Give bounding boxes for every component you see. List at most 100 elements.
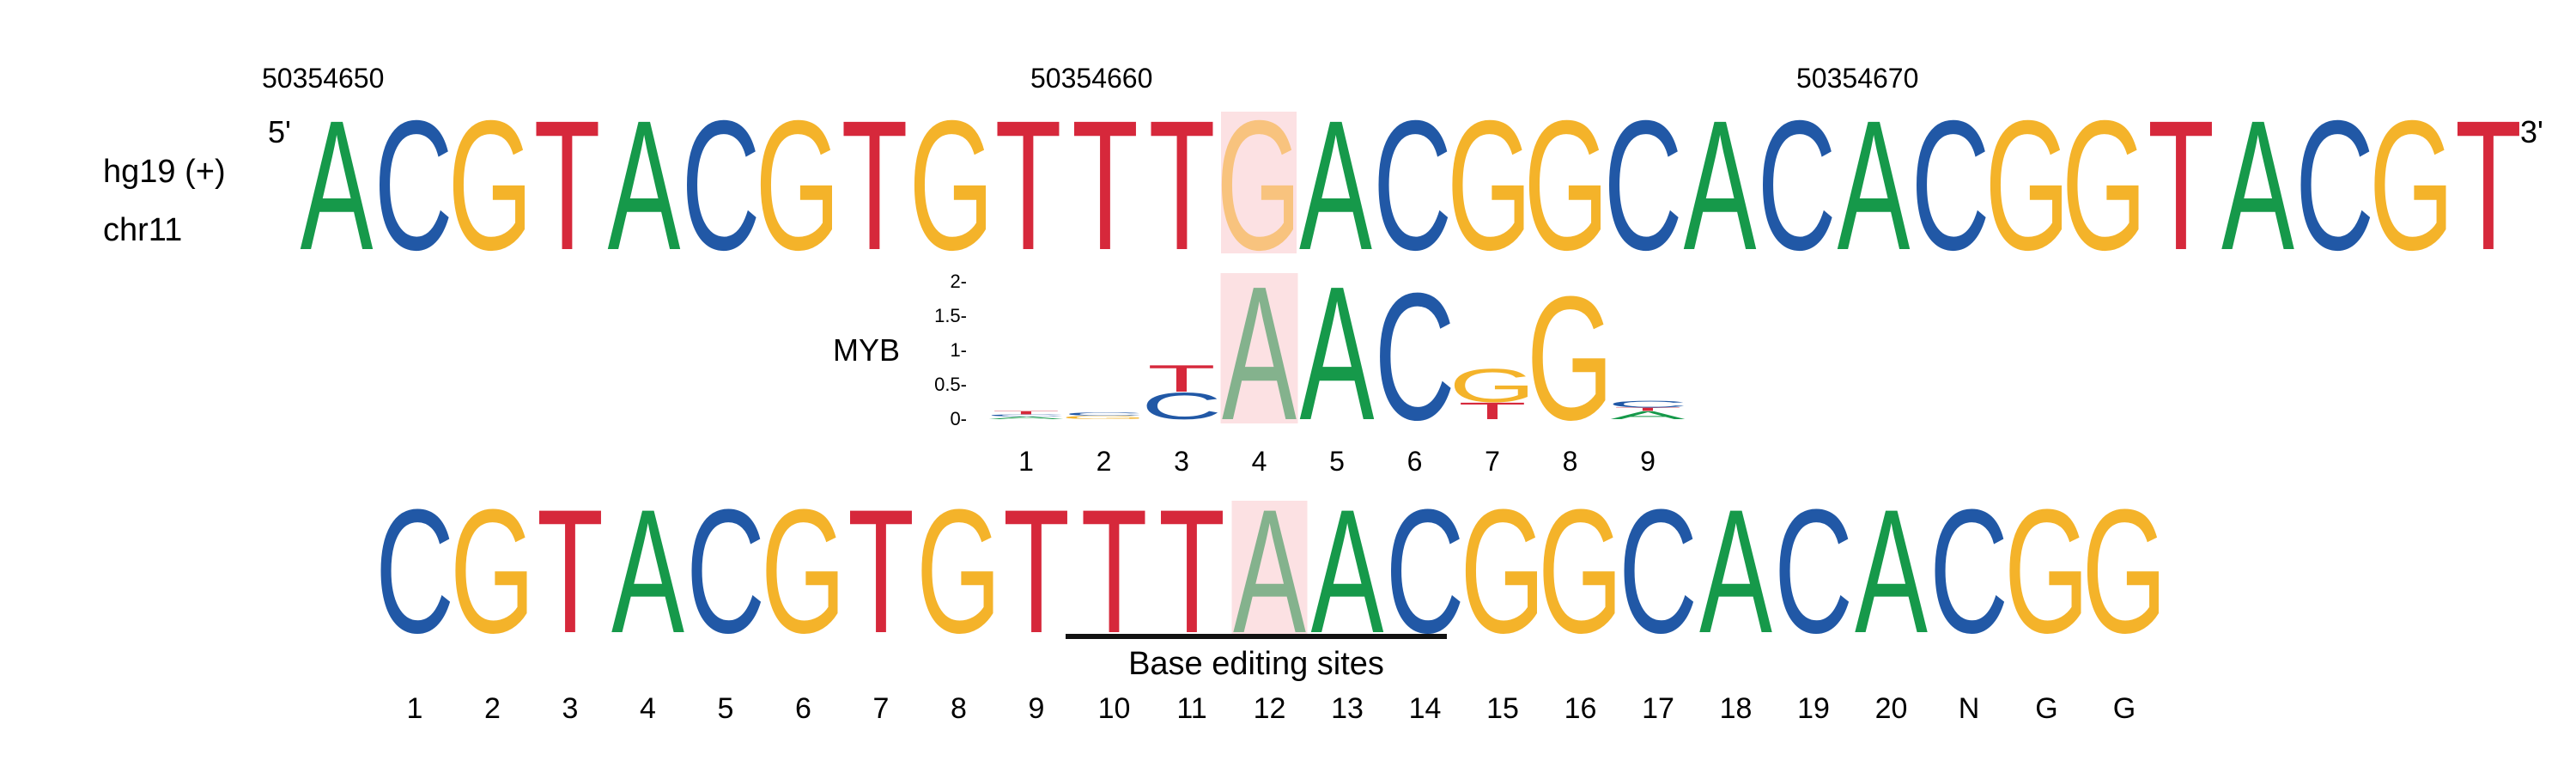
guide-position-labels: 1 2 3 4 5 6 7 8 9 10 11 12 13 14 15 16 17 18 19 20 N G G [407, 692, 2136, 725]
motif-position: 3 [1174, 446, 1189, 477]
reference-base: C [1758, 82, 1837, 289]
reference-base: A [1684, 82, 1757, 289]
guide-base: G [1461, 473, 1546, 671]
guide-base: A [1311, 473, 1384, 671]
reference-base: G [1985, 82, 2070, 289]
guide-base: C [375, 473, 454, 671]
guide-position: 20 [1875, 692, 1908, 725]
guide-position: 3 [562, 692, 579, 725]
motif-y-tick: 1- [950, 339, 967, 361]
reference-base: A [1299, 82, 1372, 289]
guide-position: G [2113, 692, 2136, 725]
guide-position: 15 [1486, 692, 1519, 725]
reference-base: T [2455, 82, 2522, 289]
motif-y-axis: 0- 0.5- 1- 1.5- 2- [934, 271, 967, 429]
motif-letter: A [1222, 247, 1297, 460]
guide-base: C [1929, 473, 2008, 671]
reference-base: C [1911, 82, 1990, 289]
guide-position: 11 [1176, 692, 1206, 725]
motif-y-tick: 0.5- [934, 374, 967, 395]
motif-letter: G [1527, 260, 1613, 457]
guide-position: N [1959, 692, 1980, 725]
guide-base: C [1386, 473, 1465, 671]
three-prime-label: 3' [2520, 114, 2543, 149]
guide-position: 17 [1642, 692, 1674, 725]
guide-position: 16 [1564, 692, 1597, 725]
motif-y-tick: 1.5- [934, 305, 967, 326]
reference-base: G [1447, 82, 1532, 289]
reference-base: G [448, 82, 533, 289]
guide-position: 1 [407, 692, 423, 725]
reference-base: T [841, 82, 908, 289]
motif-letter: C [1141, 385, 1222, 428]
guide-base: T [848, 473, 914, 671]
guide-position: 9 [1029, 692, 1045, 725]
guide-base: C [1619, 473, 1698, 671]
reference-base: G [1217, 82, 1302, 289]
reference-base: C [1373, 82, 1452, 289]
reference-base: C [682, 82, 761, 289]
motif-letter: T [1613, 406, 1682, 411]
guide-base: T [1003, 473, 1070, 671]
motif-y-tick: 2- [950, 271, 967, 292]
guide-base: A [1233, 473, 1306, 671]
motif-letter: A [989, 416, 1065, 420]
reference-base: G [756, 82, 841, 289]
motif-letter: T [1458, 398, 1527, 424]
reference-base: G [909, 82, 994, 289]
motif-highlight [1220, 273, 1298, 423]
coordinate-label-1: 50354650 [262, 63, 384, 94]
guide-position: 7 [873, 692, 890, 725]
motif-position: 9 [1640, 446, 1656, 477]
guide-base: A [1699, 473, 1772, 671]
motif-position: 2 [1097, 446, 1112, 477]
guide-position: 6 [795, 692, 811, 725]
guide-position: 12 [1254, 692, 1286, 725]
coordinate-label-3: 50354670 [1796, 63, 1918, 94]
reference-base: T [1072, 82, 1139, 289]
editing-window-label: Base editing sites [1128, 646, 1384, 682]
guide-position: 4 [640, 692, 656, 725]
reference-base: A [1838, 82, 1911, 289]
guide-position: 8 [951, 692, 967, 725]
reference-base: T [995, 82, 1062, 289]
reference-base: C [374, 82, 453, 289]
guide-position: 5 [718, 692, 734, 725]
motif-letter: A [1611, 409, 1686, 422]
chromosome-label: chr11 [103, 212, 182, 248]
motif-letter: C [986, 414, 1066, 417]
motif-letter: C [1607, 399, 1688, 409]
guide-base: G [761, 473, 846, 671]
motif-letter: T [1147, 357, 1216, 400]
guide-base: G [2082, 473, 2167, 671]
guide-base: G [2004, 473, 2089, 671]
reference-base: T [534, 82, 601, 289]
five-prime-label: 5' [268, 114, 291, 149]
motif-position-labels: 1 2 3 4 5 6 7 8 9 [1018, 446, 1656, 477]
motif-letter: A [1300, 247, 1375, 460]
guide-base: A [611, 473, 684, 671]
motif-letter: C [1063, 411, 1144, 417]
guide-highlight [1231, 501, 1308, 636]
motif-letter: G [1060, 415, 1147, 420]
reference-highlight [1221, 112, 1297, 253]
guide-base: T [1081, 473, 1148, 671]
reference-base: G [2062, 82, 2147, 289]
motif-position: 5 [1329, 446, 1345, 477]
genome-label: hg19 (+) [103, 154, 226, 190]
guide-base: T [537, 473, 604, 671]
reference-base: G [2369, 82, 2454, 289]
motif-position: 8 [1563, 446, 1578, 477]
guide-position: 2 [484, 692, 501, 725]
guide-position: G [2035, 692, 2057, 725]
reference-base: A [2221, 82, 2294, 289]
guide-base: G [1538, 473, 1623, 671]
reference-base: C [1604, 82, 1683, 289]
motif-y-tick: 0- [950, 408, 967, 429]
reference-base: C [2295, 82, 2374, 289]
guide-base: G [450, 473, 535, 671]
motif-letter: C [1374, 256, 1455, 459]
